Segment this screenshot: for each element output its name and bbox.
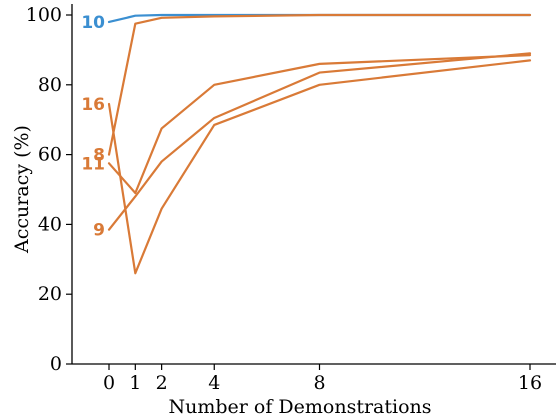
series-line-11	[107, 54, 532, 195]
y-tick-label: 20	[38, 283, 62, 305]
x-tick-label: 0	[103, 372, 115, 394]
series-label-16: 16	[81, 95, 105, 115]
series-line-8	[107, 13, 532, 156]
y-tick-label: 60	[38, 144, 62, 166]
axes	[71, 4, 556, 365]
y-tick-label: 80	[38, 74, 62, 96]
y-tick-label: 40	[38, 213, 62, 235]
series-label-10: 10	[81, 13, 105, 33]
x-tick-label: 8	[313, 372, 325, 394]
y-ticks: 0 20 40 60 80 100	[26, 4, 72, 375]
x-tick-label: 2	[156, 372, 168, 394]
x-tick-label: 1	[129, 372, 141, 394]
series-label-9: 9	[93, 221, 105, 241]
series-label-11: 11	[81, 154, 105, 174]
series-label-8: 8	[93, 146, 105, 166]
series-lines	[107, 13, 532, 275]
series-labels: 10 16 811 9	[81, 13, 105, 241]
x-tick-label: 4	[208, 372, 220, 394]
x-ticks: 0 1 2 4 8 16	[103, 364, 542, 394]
x-axis-title: Number of Demonstrations	[168, 396, 431, 418]
series-line-16	[107, 59, 532, 275]
y-tick-label: 100	[26, 4, 62, 26]
x-tick-label: 16	[518, 372, 542, 394]
y-axis-title: Accuracy (%)	[11, 125, 33, 254]
y-tick-label: 0	[50, 353, 62, 375]
series-line-9	[107, 52, 532, 231]
